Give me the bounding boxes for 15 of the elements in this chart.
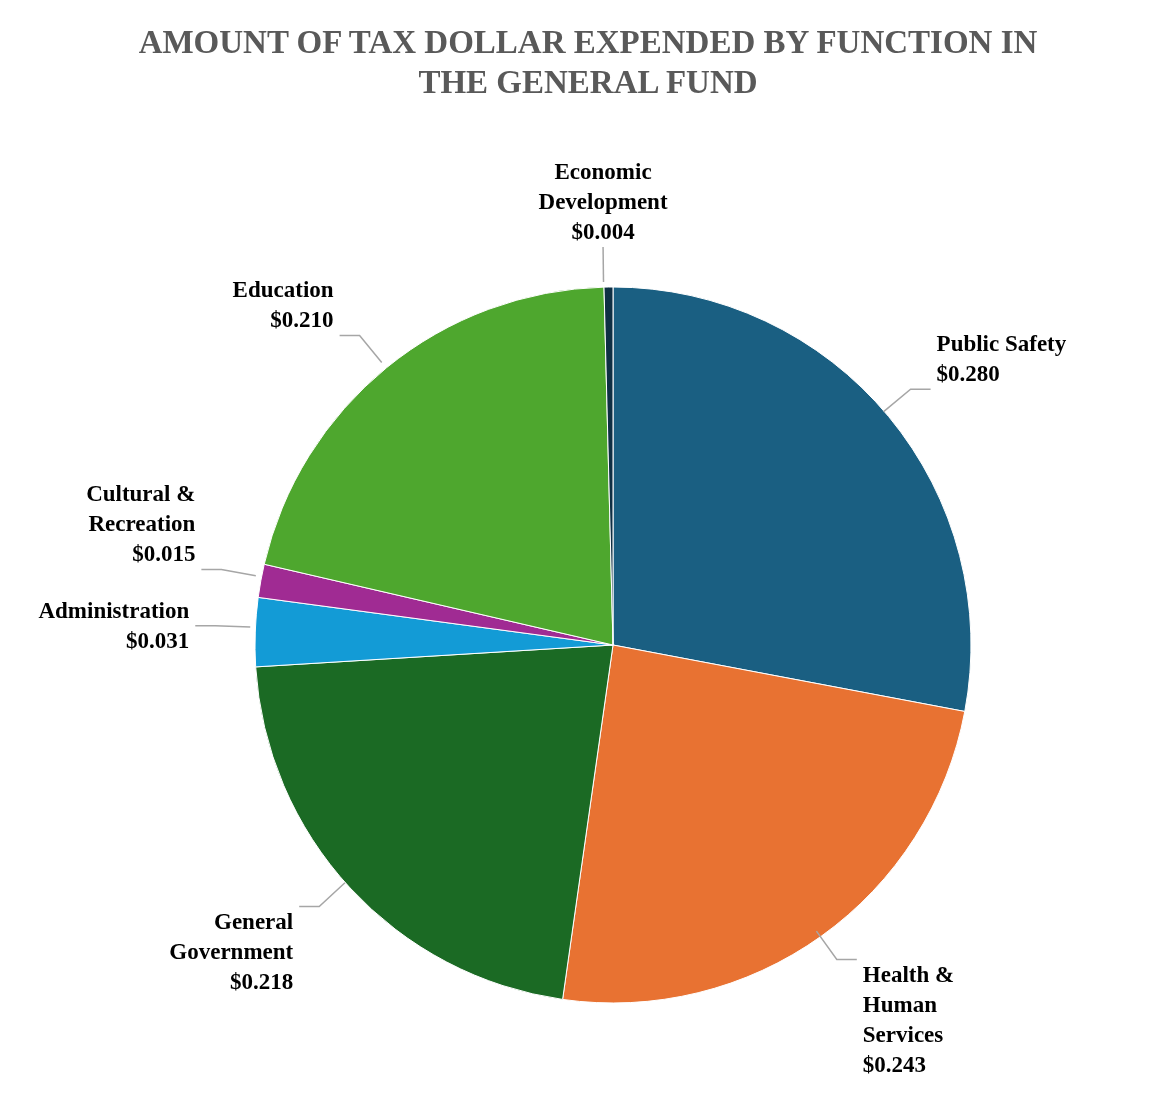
data-label: $0.218 — [229, 969, 294, 995]
data-label: $0.015 — [132, 541, 196, 567]
slice-label: Public Safety — [936, 331, 1067, 357]
slice-label: Cultural & Recreation — [86, 481, 196, 537]
data-label: $0.210 — [270, 307, 334, 333]
data-label: $0.243 — [862, 1052, 927, 1078]
data-label: $0.280 — [936, 361, 1000, 387]
slice-label: Education — [232, 277, 334, 303]
slice-label: General Government — [169, 909, 294, 965]
slice-label: Economic Development — [538, 159, 668, 215]
slice-label: Health & Human Services — [862, 962, 955, 1048]
slice-label: Administration — [38, 598, 190, 624]
chart-title: AMOUNT OF TAX DOLLAR EXPENDED BY FUNCTION IN THE GENERAL FUND — [137, 23, 1039, 102]
data-label: $0.031 — [126, 628, 190, 654]
data-label: $0.004 — [571, 219, 636, 245]
